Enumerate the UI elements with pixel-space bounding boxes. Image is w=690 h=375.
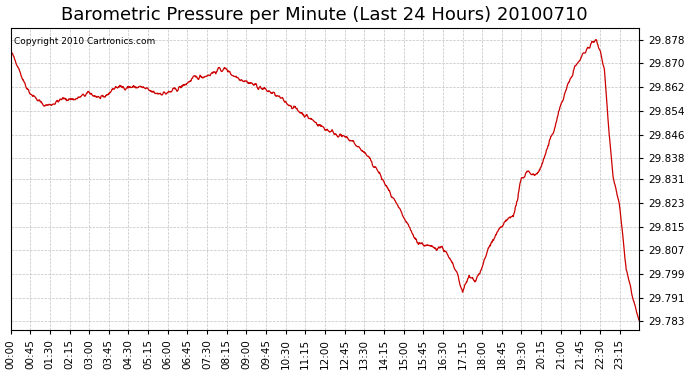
Title: Barometric Pressure per Minute (Last 24 Hours) 20100710: Barometric Pressure per Minute (Last 24 … [61, 6, 588, 24]
Text: Copyright 2010 Cartronics.com: Copyright 2010 Cartronics.com [14, 37, 155, 46]
